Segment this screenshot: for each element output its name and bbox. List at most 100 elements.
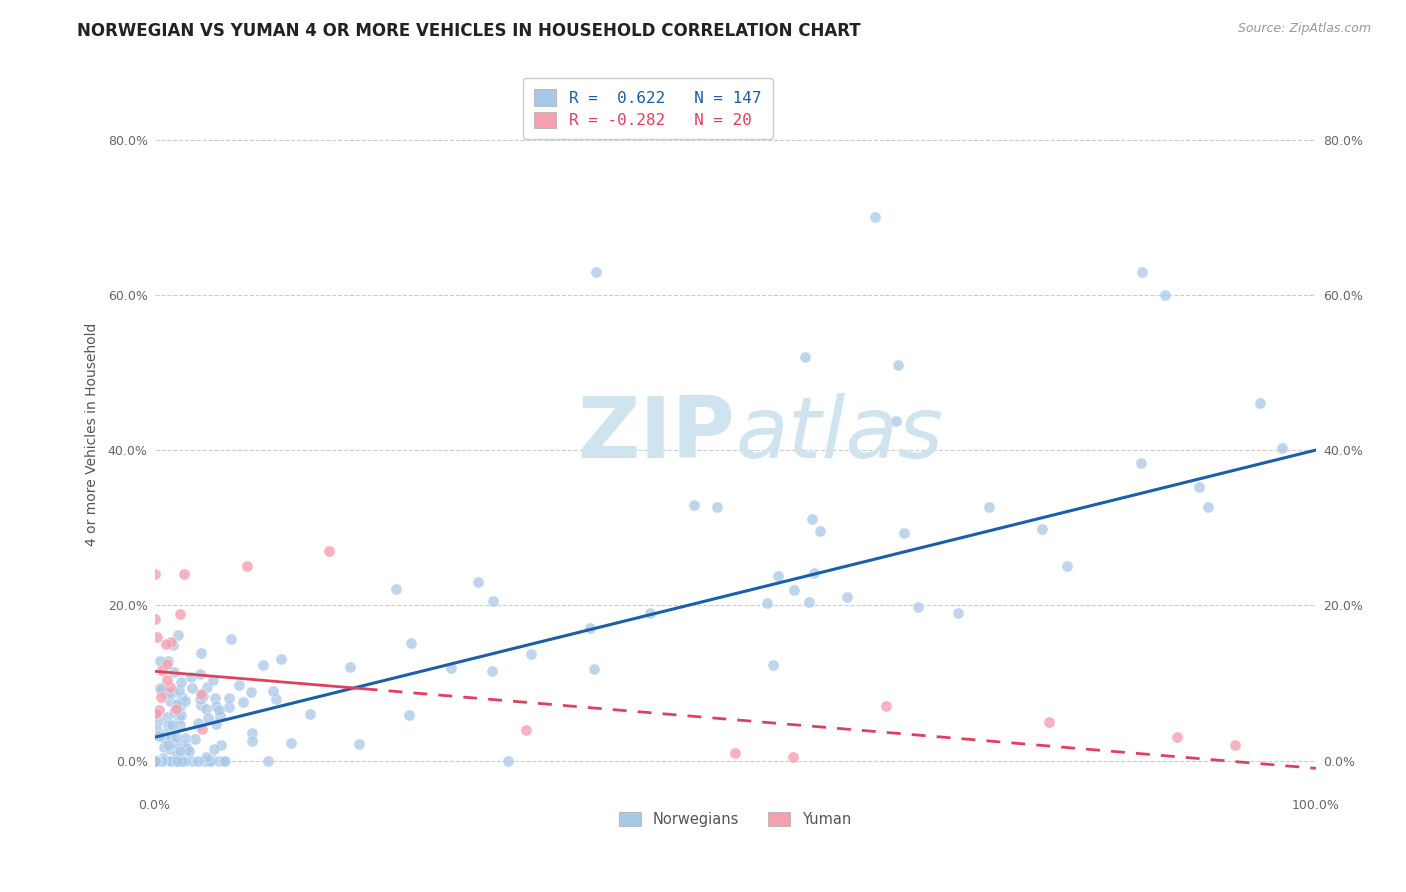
Point: [240, 734, 263, 748]
Point: [143, 754, 166, 768]
Point: [172, 754, 194, 768]
Point: [187, 715, 209, 730]
Point: [262, 683, 284, 698]
Point: [169, 607, 191, 621]
Point: [143, 612, 166, 626]
Point: [209, 709, 232, 723]
Point: [318, 544, 340, 558]
Point: [159, 680, 181, 694]
Point: [266, 692, 288, 706]
Point: [194, 754, 217, 768]
Point: [166, 747, 188, 761]
Point: [801, 512, 824, 526]
Point: [166, 754, 188, 768]
Point: [863, 210, 886, 224]
Point: [153, 740, 176, 755]
Point: [179, 744, 201, 758]
Point: [280, 736, 302, 750]
Text: NORWEGIAN VS YUMAN 4 OR MORE VEHICLES IN HOUSEHOLD CORRELATION CHART: NORWEGIAN VS YUMAN 4 OR MORE VEHICLES IN…: [77, 22, 860, 40]
Point: [155, 686, 177, 700]
Point: [1223, 738, 1246, 752]
Point: [907, 600, 929, 615]
Point: [166, 702, 188, 716]
Point: [169, 699, 191, 714]
Point: [184, 731, 207, 746]
Point: [706, 500, 728, 515]
Point: [214, 754, 236, 768]
Point: [162, 705, 184, 719]
Point: [169, 744, 191, 758]
Point: [347, 737, 370, 751]
Point: [398, 707, 420, 722]
Point: [170, 708, 193, 723]
Point: [159, 730, 181, 744]
Point: [173, 739, 195, 754]
Point: [150, 663, 173, 677]
Point: [188, 692, 211, 706]
Point: [515, 723, 537, 737]
Point: [724, 746, 747, 760]
Point: [762, 658, 785, 673]
Point: [683, 498, 706, 512]
Point: [252, 658, 274, 673]
Point: [257, 754, 280, 768]
Point: [239, 685, 262, 699]
Point: [1271, 442, 1294, 456]
Point: [803, 566, 825, 581]
Point: [240, 725, 263, 739]
Point: [195, 680, 218, 694]
Point: [1249, 396, 1271, 410]
Point: [198, 754, 221, 768]
Point: [1129, 456, 1152, 470]
Point: [481, 665, 503, 679]
Point: [155, 637, 177, 651]
Point: [167, 683, 190, 698]
Point: [298, 706, 321, 721]
Point: [167, 711, 190, 725]
Point: [219, 632, 242, 646]
Point: [467, 574, 489, 589]
Point: [270, 652, 292, 666]
Point: [170, 754, 193, 768]
Point: [191, 689, 214, 703]
Point: [145, 754, 167, 768]
Point: [152, 751, 174, 765]
Point: [1154, 287, 1177, 301]
Point: [180, 754, 202, 768]
Point: [191, 723, 214, 737]
Point: [170, 690, 193, 705]
Point: [146, 754, 169, 768]
Point: [887, 358, 910, 372]
Point: [176, 740, 198, 755]
Point: [173, 754, 195, 768]
Point: [520, 647, 543, 661]
Point: [948, 606, 970, 620]
Point: [159, 694, 181, 708]
Point: [145, 706, 167, 720]
Point: [148, 703, 170, 717]
Point: [150, 690, 173, 704]
Text: ZIP: ZIP: [578, 393, 735, 476]
Point: [170, 675, 193, 690]
Point: [166, 698, 188, 712]
Point: [385, 582, 408, 596]
Point: [149, 681, 172, 696]
Point: [146, 630, 169, 644]
Legend: Norwegians, Yuman: Norwegians, Yuman: [612, 805, 859, 834]
Point: [153, 731, 176, 746]
Point: [218, 691, 240, 706]
Point: [198, 754, 221, 768]
Point: [1197, 500, 1219, 514]
Point: [640, 606, 662, 620]
Point: [875, 699, 897, 714]
Point: [149, 654, 172, 668]
Point: [1130, 264, 1153, 278]
Point: [150, 682, 173, 697]
Point: [165, 731, 187, 745]
Point: [188, 667, 211, 681]
Point: [204, 698, 226, 713]
Point: [399, 636, 422, 650]
Point: [160, 718, 183, 732]
Point: [173, 731, 195, 745]
Point: [339, 660, 361, 674]
